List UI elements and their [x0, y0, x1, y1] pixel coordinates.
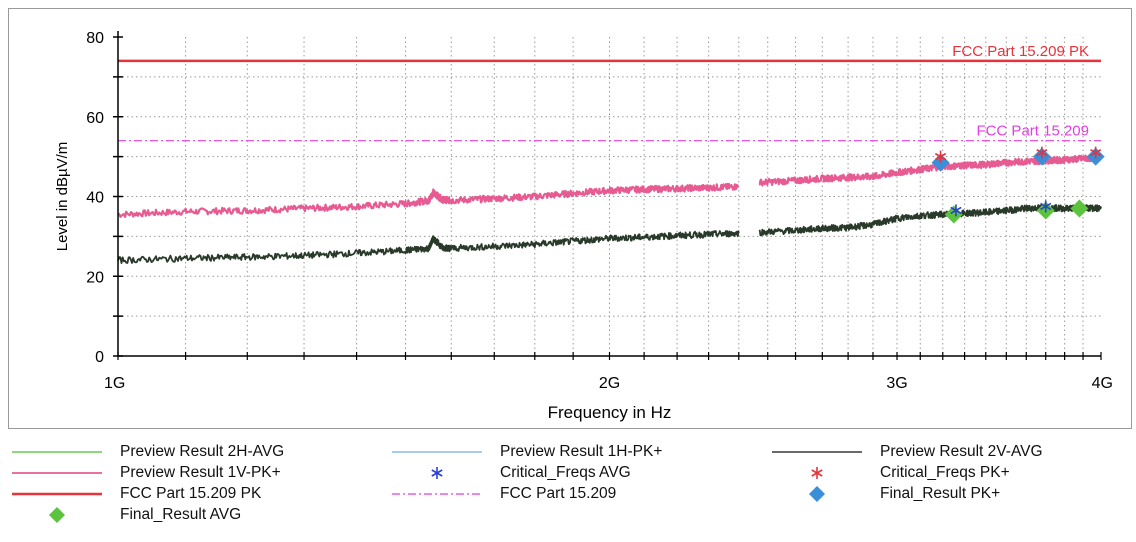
legend-item: Final_Result PK+ — [772, 483, 1000, 505]
legend-label: Preview Result 1H-PK+ — [500, 443, 663, 460]
series-preview-result-1v-pk- — [117, 153, 1102, 218]
x-tick-label: 2G — [599, 375, 620, 392]
data-point — [1040, 200, 1052, 213]
legend-item: Preview Result 2V-AVG — [772, 441, 1043, 463]
legend-symbol — [12, 451, 102, 453]
y-tick-label: 40 — [86, 190, 104, 207]
legend-symbol — [392, 493, 482, 495]
y-axis-title: Level in dBµV/m — [54, 142, 71, 252]
legend-symbol — [809, 486, 825, 502]
limit-line-label: FCC Part 15.209 — [976, 123, 1089, 140]
legend-label: Preview Result 1V-PK+ — [120, 464, 281, 481]
y-tick-label: 20 — [86, 269, 104, 286]
legend-diamond — [809, 486, 825, 502]
legend-symbol — [12, 472, 102, 474]
star-stroke — [934, 152, 947, 161]
star-stroke — [1036, 148, 1048, 157]
legend-label: Preview Result 2V-AVG — [880, 443, 1043, 460]
legend-star-stroke — [811, 469, 823, 477]
x-tick-label: 4G — [1092, 375, 1113, 392]
legend-item: FCC Part 15.209 PK — [12, 483, 261, 505]
legend-diamond — [49, 507, 65, 523]
grid-lines — [118, 37, 1101, 356]
legend-symbol — [431, 467, 443, 479]
star-stroke — [1040, 202, 1052, 211]
series-line — [117, 182, 740, 218]
star-stroke — [1090, 148, 1102, 157]
legend-label: FCC Part 15.209 PK — [120, 485, 262, 502]
legend-item: FCC Part 15.209 — [392, 483, 616, 505]
legend-symbol — [49, 507, 65, 523]
limit-line-label: FCC Part 15.209 PK — [952, 43, 1089, 60]
markers-critical-freqs-avg — [950, 200, 1052, 217]
legend-label: Preview Result 2H-AVG — [120, 443, 285, 460]
legend-symbol — [811, 467, 823, 479]
chart-frame — [8, 8, 1132, 429]
data-point — [1090, 146, 1102, 159]
legend-item: Preview Result 1H-PK+ — [392, 441, 662, 463]
legend-label: FCC Part 15.209 — [500, 485, 617, 502]
legend-label: Final_Result AVG — [120, 506, 242, 523]
legend-item: Preview Result 1V-PK+ — [12, 462, 281, 484]
x-tick-label: 1G — [104, 375, 125, 392]
legend-label: Critical_Freqs AVG — [500, 464, 631, 481]
series-line — [117, 230, 740, 264]
data-point — [1070, 199, 1089, 218]
x-axis-title: Frequency in Hz — [548, 403, 672, 422]
legend-label: Final_Result PK+ — [880, 485, 1001, 502]
legend-label: Critical_Freqs PK+ — [880, 464, 1010, 481]
data-point — [1036, 146, 1048, 159]
markers-critical-freqs-pk- — [934, 146, 1102, 163]
star-stroke — [950, 206, 962, 215]
legend-item: Critical_Freqs PK+ — [772, 462, 1010, 484]
data-point — [950, 204, 962, 217]
y-tick-label: 60 — [86, 110, 104, 127]
data-point — [934, 150, 947, 163]
legend-symbol — [772, 451, 862, 453]
y-tick-label: 0 — [95, 349, 104, 366]
y-tick-label: 80 — [86, 30, 104, 47]
legend-star-stroke — [431, 469, 443, 477]
legend-item: Critical_Freqs AVG — [392, 462, 631, 484]
legend-symbol — [12, 492, 102, 496]
legend-symbol — [392, 451, 482, 453]
series-line — [758, 153, 1102, 187]
legend-item: Preview Result 2H-AVG — [12, 441, 284, 463]
x-tick-label: 3G — [886, 375, 907, 392]
legend-item: Final_Result AVG — [12, 504, 241, 526]
